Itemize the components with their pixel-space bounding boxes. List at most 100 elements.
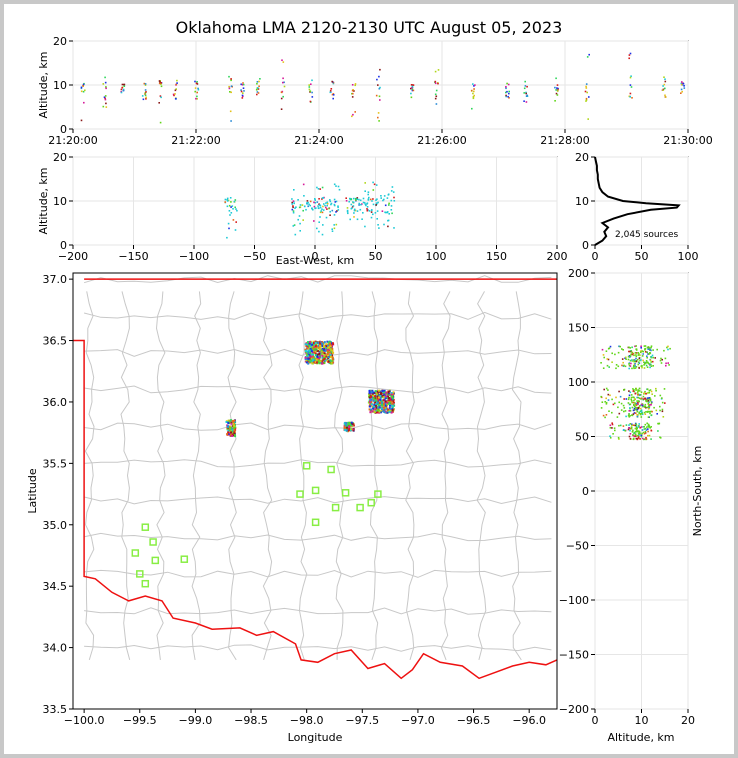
time-height-source-point — [308, 84, 310, 86]
ns-height-source-point — [638, 423, 640, 425]
ns-height-source-point — [617, 436, 620, 439]
plan-view-x-tick-label: −98.0 — [290, 714, 324, 727]
ns-height-source-point — [618, 390, 620, 393]
ns-height-source-point — [632, 424, 635, 426]
plan-view-x-tick-label: −97.0 — [401, 714, 435, 727]
time-height-source-point — [473, 94, 475, 97]
ns-height-source-point — [639, 354, 641, 356]
ew-height-source-point — [383, 198, 385, 201]
ns-height-source-point — [666, 346, 668, 349]
plan-view-source-point — [368, 405, 371, 408]
ew-height-source-point — [293, 202, 295, 205]
plan-view-source-point — [329, 345, 332, 348]
ns-height-source-point — [650, 403, 652, 406]
ns-height-source-point — [650, 414, 653, 417]
time-height-source-point — [508, 92, 510, 95]
time-height-y-tick-label: 20 — [53, 35, 67, 48]
ns-height-source-point — [663, 388, 666, 390]
plan-view-source-point — [378, 406, 381, 409]
plan-view-source-point — [388, 410, 391, 413]
plan-view-source-point — [378, 389, 380, 392]
time-height-source-point — [411, 89, 414, 92]
plan-view-source-point — [381, 389, 384, 392]
time-height-source-point — [472, 96, 475, 98]
plan-view-source-point — [343, 427, 346, 430]
time-height-source-point — [330, 88, 333, 90]
ns-height-source-point — [633, 365, 635, 367]
ns-height-source-point — [638, 357, 641, 360]
time-height-source-point — [329, 89, 332, 92]
ew-height-source-point — [356, 218, 359, 221]
plan-view-source-point — [345, 429, 348, 432]
ns-height-source-point — [640, 397, 643, 400]
plan-view-source-point — [322, 348, 325, 351]
ns-height-source-point — [641, 365, 643, 367]
ew-height-source-point — [372, 213, 374, 216]
ns-height-source-point — [650, 346, 652, 349]
ew-height-source-point — [306, 202, 308, 205]
ns-height-source-point — [629, 410, 632, 412]
plan-view-source-point — [227, 431, 230, 434]
time-height-y-tick-label: 0 — [60, 123, 67, 136]
plan-view-source-point — [368, 391, 371, 394]
ns-height-source-point — [641, 432, 643, 435]
ns-height-source-point — [635, 427, 637, 430]
ns-height-source-point — [646, 426, 648, 428]
plan-view-source-point — [226, 428, 229, 431]
ns-height-panel: 0 10 20 −200 −150 −100 −50 0 50 100 150 200 Altitu… — [559, 267, 704, 744]
ns-height-source-point — [604, 401, 606, 403]
ns-height-source-point — [641, 366, 643, 369]
ns-height-source-point — [633, 359, 636, 361]
ns-height-source-point — [648, 401, 650, 403]
time-height-source-point — [175, 83, 178, 86]
ew-height-source-point — [314, 198, 316, 200]
ew-height-source-point — [377, 224, 379, 226]
plan-view-source-point — [391, 409, 394, 412]
ns-height-source-point — [635, 349, 638, 351]
ns-height-source-point — [648, 434, 651, 437]
ns-height-source-point — [647, 346, 650, 348]
ew-height-source-point — [335, 200, 338, 203]
time-height-source-point — [160, 96, 162, 99]
ns-height-source-point — [625, 358, 627, 360]
ns-height-source-point — [611, 427, 613, 429]
plan-view-source-point — [371, 395, 374, 397]
ns-height-source-point — [657, 422, 659, 425]
time-height-source-point — [257, 88, 260, 90]
time-height-source-point — [554, 100, 556, 102]
time-height-source-point — [585, 87, 588, 89]
time-height-source-point — [196, 81, 198, 83]
time-height-source-point — [120, 91, 123, 94]
time-height-source-point — [80, 87, 83, 90]
ew-height-source-point — [299, 230, 301, 232]
ns-height-source-point — [638, 432, 640, 434]
ew-height-x-tick-label: 150 — [486, 250, 507, 263]
ns-height-source-point — [640, 351, 642, 354]
ew-height-source-point — [362, 212, 364, 214]
ns-height-source-point — [632, 390, 635, 392]
plan-view-source-point — [380, 400, 383, 403]
ns-height-source-point — [632, 396, 634, 398]
time-height-source-point — [120, 88, 123, 91]
ns-height-source-point — [643, 432, 646, 435]
source-count-annotation: 2,045 sources — [615, 230, 679, 240]
ew-height-source-point — [361, 203, 363, 205]
ns-height-source-point — [630, 398, 632, 401]
plan-view-source-point — [391, 403, 394, 405]
time-height-source-point — [240, 90, 243, 93]
ns-height-source-point — [660, 357, 662, 360]
ns-height-source-point — [629, 415, 631, 417]
plan-view-frame — [72, 272, 558, 710]
ew-height-source-point — [292, 200, 295, 202]
ns-height-source-point — [635, 352, 638, 354]
plan-view-source-point — [317, 353, 320, 356]
ns-height-source-point — [649, 366, 651, 369]
ew-height-source-point — [293, 189, 295, 191]
ns-height-source-point — [622, 429, 625, 431]
ns-height-source-point — [644, 413, 647, 415]
ew-height-source-point — [356, 198, 358, 200]
time-height-source-point — [555, 89, 557, 91]
ew-height-source-point — [234, 229, 237, 231]
plan-view-source-point — [370, 391, 373, 394]
plan-view-source-point — [234, 426, 237, 429]
